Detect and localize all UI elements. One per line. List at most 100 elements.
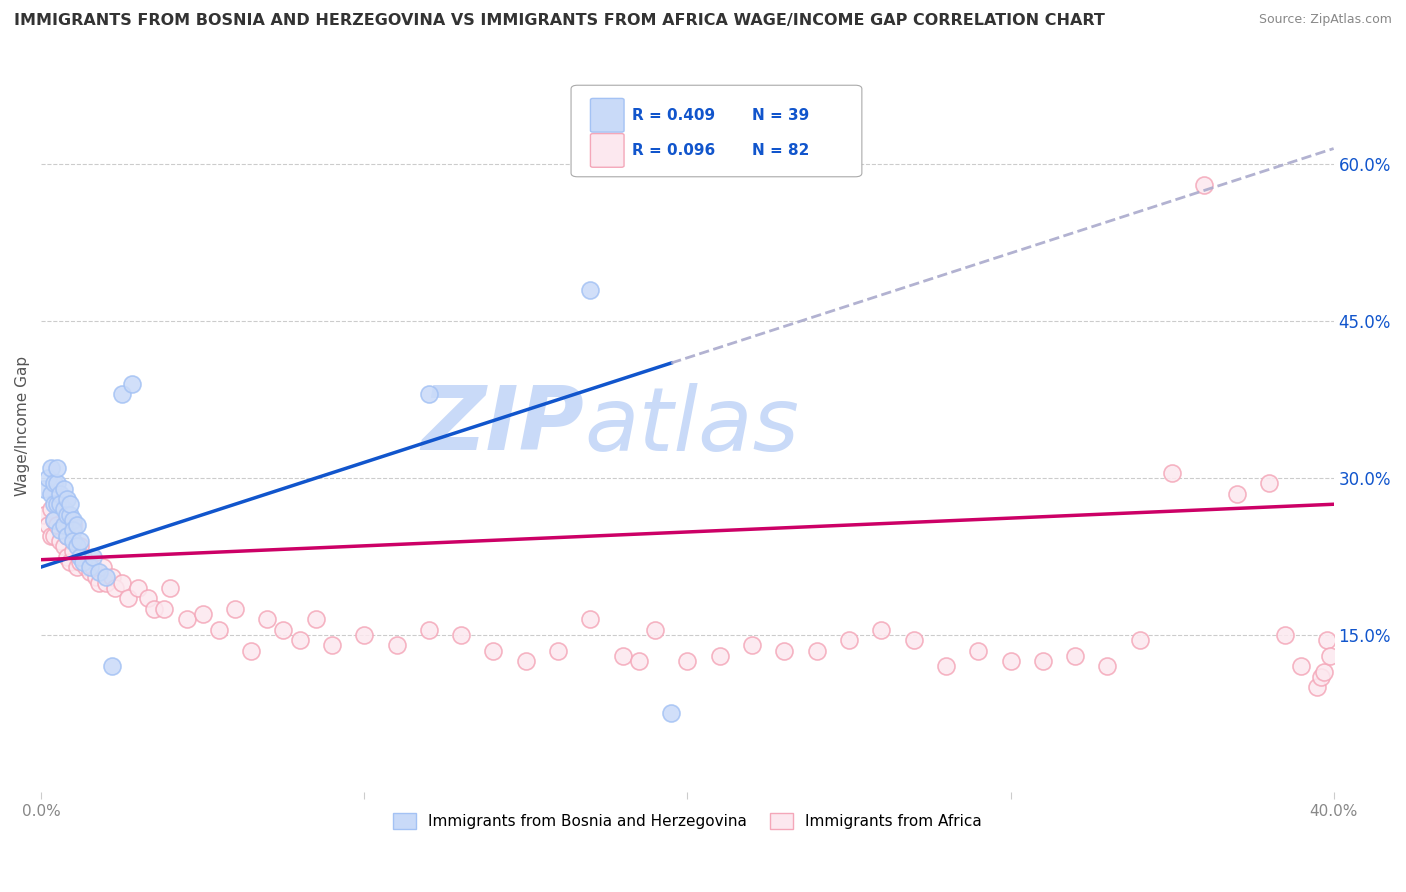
- Point: [676, 654, 699, 668]
- Point: [273, 623, 295, 637]
- Point: [741, 639, 763, 653]
- Text: R = 0.096: R = 0.096: [631, 143, 716, 158]
- Point: [52, 518, 75, 533]
- Point: [612, 648, 634, 663]
- FancyBboxPatch shape: [571, 86, 862, 177]
- Point: [111, 387, 134, 401]
- Point: [91, 560, 114, 574]
- Point: [1291, 659, 1313, 673]
- Point: [208, 623, 231, 637]
- Point: [42, 497, 65, 511]
- Point: [69, 533, 91, 548]
- Point: [49, 497, 72, 511]
- Point: [967, 644, 990, 658]
- Point: [37, 471, 59, 485]
- Point: [39, 487, 62, 501]
- Point: [82, 549, 104, 564]
- Point: [84, 570, 107, 584]
- Point: [39, 502, 62, 516]
- Point: [59, 497, 82, 511]
- Point: [52, 518, 75, 533]
- Point: [1316, 633, 1339, 648]
- Point: [46, 497, 69, 511]
- Point: [52, 502, 75, 516]
- Point: [418, 623, 440, 637]
- Point: [450, 628, 472, 642]
- Point: [418, 387, 440, 401]
- Point: [56, 508, 79, 522]
- Point: [49, 524, 72, 538]
- Point: [66, 539, 89, 553]
- Point: [42, 513, 65, 527]
- Point: [94, 575, 117, 590]
- Point: [49, 487, 72, 501]
- Point: [1319, 648, 1341, 663]
- Point: [659, 706, 682, 721]
- Point: [256, 612, 278, 626]
- Text: N = 82: N = 82: [752, 143, 810, 158]
- Text: Source: ZipAtlas.com: Source: ZipAtlas.com: [1258, 13, 1392, 27]
- Point: [547, 644, 569, 658]
- Point: [191, 607, 214, 621]
- Point: [305, 612, 328, 626]
- Point: [34, 508, 56, 522]
- Point: [482, 644, 505, 658]
- Point: [1274, 628, 1296, 642]
- Point: [117, 591, 139, 606]
- Point: [62, 533, 84, 548]
- Point: [353, 628, 375, 642]
- Text: R = 0.409: R = 0.409: [631, 108, 714, 123]
- Point: [101, 570, 124, 584]
- Point: [72, 549, 94, 564]
- Legend: Immigrants from Bosnia and Herzegovina, Immigrants from Africa: Immigrants from Bosnia and Herzegovina, …: [387, 807, 988, 836]
- Point: [56, 528, 79, 542]
- Point: [46, 518, 69, 533]
- Point: [69, 539, 91, 553]
- Point: [42, 476, 65, 491]
- Point: [56, 549, 79, 564]
- Point: [101, 659, 124, 673]
- Point: [62, 544, 84, 558]
- Point: [42, 528, 65, 542]
- Point: [579, 283, 602, 297]
- Text: ZIP: ZIP: [422, 383, 583, 469]
- Point: [46, 460, 69, 475]
- Point: [121, 376, 143, 391]
- Point: [1097, 659, 1119, 673]
- Point: [89, 566, 111, 580]
- Text: atlas: atlas: [583, 383, 799, 469]
- Point: [39, 528, 62, 542]
- Point: [143, 602, 166, 616]
- Text: IMMIGRANTS FROM BOSNIA AND HERZEGOVINA VS IMMIGRANTS FROM AFRICA WAGE/INCOME GAP: IMMIGRANTS FROM BOSNIA AND HERZEGOVINA V…: [14, 13, 1105, 29]
- FancyBboxPatch shape: [591, 134, 624, 168]
- Point: [1313, 665, 1336, 679]
- Point: [1161, 466, 1184, 480]
- Point: [1306, 681, 1329, 695]
- Point: [37, 518, 59, 533]
- FancyBboxPatch shape: [591, 98, 624, 132]
- Point: [52, 482, 75, 496]
- Y-axis label: Wage/Income Gap: Wage/Income Gap: [15, 356, 30, 496]
- Point: [627, 654, 650, 668]
- Point: [104, 581, 127, 595]
- Point: [321, 639, 343, 653]
- Point: [79, 566, 101, 580]
- Point: [56, 528, 79, 542]
- Point: [136, 591, 159, 606]
- Point: [59, 508, 82, 522]
- Point: [66, 518, 89, 533]
- Point: [806, 644, 828, 658]
- Point: [127, 581, 149, 595]
- Point: [838, 633, 860, 648]
- Point: [773, 644, 796, 658]
- Point: [62, 524, 84, 538]
- Point: [46, 476, 69, 491]
- Point: [69, 549, 91, 564]
- Point: [42, 513, 65, 527]
- Point: [34, 482, 56, 496]
- Point: [69, 555, 91, 569]
- Point: [79, 560, 101, 574]
- Point: [39, 460, 62, 475]
- Point: [1064, 648, 1087, 663]
- Point: [52, 539, 75, 553]
